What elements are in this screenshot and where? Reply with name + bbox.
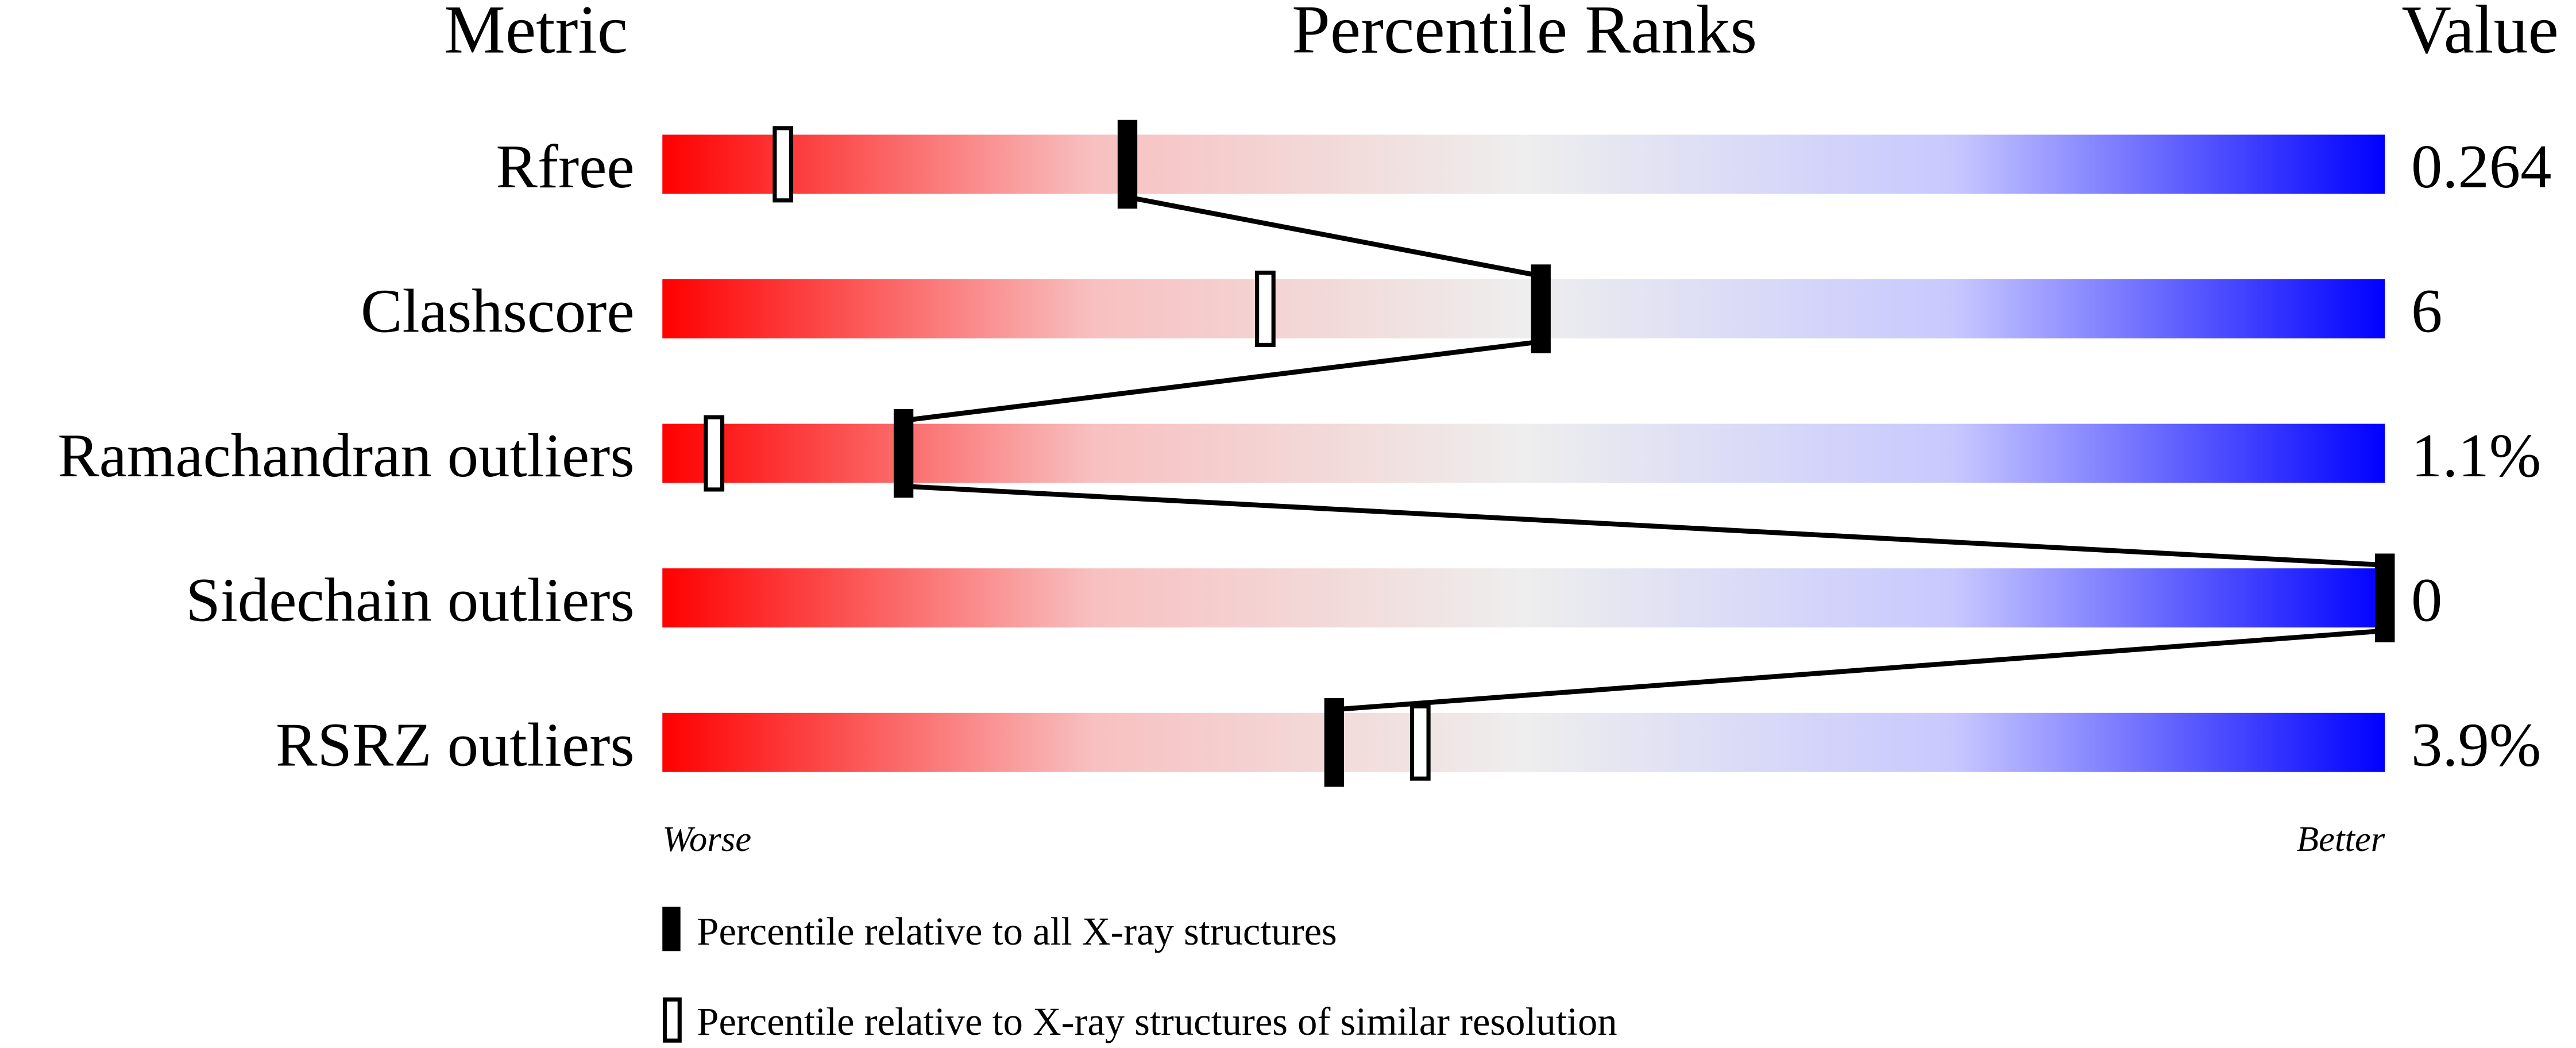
connector-line bbox=[1334, 628, 2385, 712]
percentile-bar bbox=[662, 712, 2385, 772]
metric-row: Ramachandran outliers 1.1% bbox=[57, 409, 2541, 498]
header-percentile-ranks: Percentile Ranks bbox=[1292, 0, 1757, 67]
percentile-bar bbox=[662, 423, 2385, 483]
axis-label-better: Better bbox=[2297, 819, 2385, 859]
legend-label-all: Percentile relative to all X-ray structu… bbox=[697, 910, 1337, 953]
metric-row: Clashscore 6 bbox=[361, 264, 2442, 353]
header-value: Value bbox=[2401, 0, 2558, 67]
legend-filled-marker bbox=[662, 907, 681, 951]
legend-open-marker bbox=[662, 997, 682, 1043]
metric-value: 6 bbox=[2411, 277, 2442, 346]
metric-row: Rfree 0.264 bbox=[496, 120, 2551, 209]
similar-resolution-marker bbox=[773, 126, 794, 203]
metric-value: 0.264 bbox=[2411, 132, 2551, 201]
metric-value: 3.9% bbox=[2411, 710, 2541, 779]
all-structures-marker bbox=[893, 409, 914, 498]
metric-label: Sidechain outliers bbox=[186, 566, 634, 635]
axis-label-worse: Worse bbox=[662, 819, 751, 859]
legend-label-similar: Percentile relative to X-ray structures … bbox=[697, 1000, 1617, 1043]
connector-line bbox=[903, 339, 1542, 423]
metric-label: RSRZ outliers bbox=[276, 710, 635, 779]
all-structures-marker bbox=[1324, 698, 1345, 787]
percentile-bar bbox=[662, 568, 2385, 628]
metric-label: Ramachandran outliers bbox=[57, 421, 634, 490]
connector-line bbox=[1127, 194, 1542, 279]
percentile-bar bbox=[662, 279, 2385, 338]
all-structures-marker bbox=[2375, 553, 2395, 642]
metric-row: RSRZ outliers 3.9% bbox=[276, 698, 2541, 787]
percentile-bar bbox=[662, 134, 2385, 194]
metric-value: 0 bbox=[2411, 566, 2442, 635]
similar-resolution-marker bbox=[704, 415, 725, 492]
all-structures-marker bbox=[1531, 264, 1551, 353]
metric-label: Clashscore bbox=[361, 277, 635, 346]
all-structures-marker bbox=[1117, 120, 1138, 209]
similar-resolution-marker bbox=[1255, 271, 1276, 347]
metric-label: Rfree bbox=[496, 132, 634, 201]
similar-resolution-marker bbox=[1409, 704, 1431, 781]
metric-value: 1.1% bbox=[2411, 421, 2541, 490]
connector-line bbox=[903, 483, 2385, 568]
metric-row: Sidechain outliers 0 bbox=[186, 553, 2442, 642]
header-metric: Metric bbox=[444, 0, 628, 67]
